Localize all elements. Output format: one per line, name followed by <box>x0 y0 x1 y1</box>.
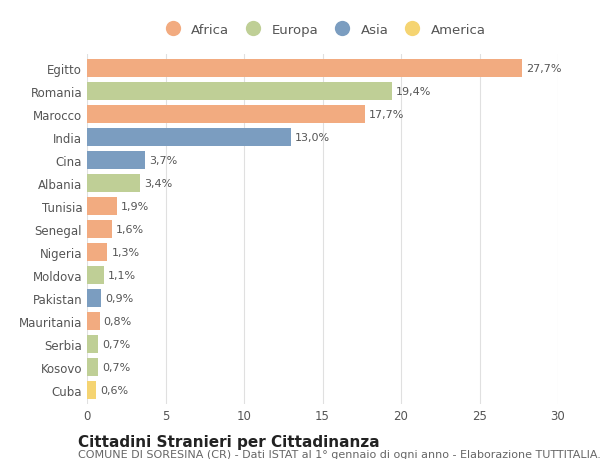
Bar <box>87 221 112 238</box>
Text: 19,4%: 19,4% <box>395 87 431 97</box>
Text: COMUNE DI SORESINA (CR) - Dati ISTAT al 1° gennaio di ogni anno - Elaborazione T: COMUNE DI SORESINA (CR) - Dati ISTAT al … <box>78 449 600 459</box>
Bar <box>87 152 145 169</box>
Text: Cittadini Stranieri per Cittadinanza: Cittadini Stranieri per Cittadinanza <box>78 434 380 449</box>
Text: 3,4%: 3,4% <box>145 179 173 189</box>
Bar <box>87 290 101 307</box>
Bar <box>87 244 107 261</box>
Text: 0,9%: 0,9% <box>105 293 133 303</box>
Text: 3,7%: 3,7% <box>149 156 177 166</box>
Legend: Africa, Europa, Asia, America: Africa, Europa, Asia, America <box>155 20 490 41</box>
Bar <box>87 358 98 376</box>
Text: 1,9%: 1,9% <box>121 202 149 212</box>
Text: 0,7%: 0,7% <box>102 362 130 372</box>
Bar <box>87 106 365 123</box>
Bar <box>87 198 117 215</box>
Bar <box>87 336 98 353</box>
Bar <box>87 175 140 192</box>
Text: 13,0%: 13,0% <box>295 133 330 143</box>
Text: 0,6%: 0,6% <box>100 385 128 395</box>
Text: 0,8%: 0,8% <box>103 316 132 326</box>
Bar <box>87 267 104 284</box>
Text: 17,7%: 17,7% <box>369 110 404 120</box>
Text: 1,3%: 1,3% <box>112 247 139 257</box>
Bar <box>87 129 291 146</box>
Text: 1,6%: 1,6% <box>116 224 144 235</box>
Bar <box>87 381 97 399</box>
Bar <box>87 60 522 78</box>
Text: 0,7%: 0,7% <box>102 339 130 349</box>
Text: 27,7%: 27,7% <box>526 64 562 74</box>
Bar <box>87 313 100 330</box>
Bar <box>87 83 392 101</box>
Text: 1,1%: 1,1% <box>108 270 136 280</box>
